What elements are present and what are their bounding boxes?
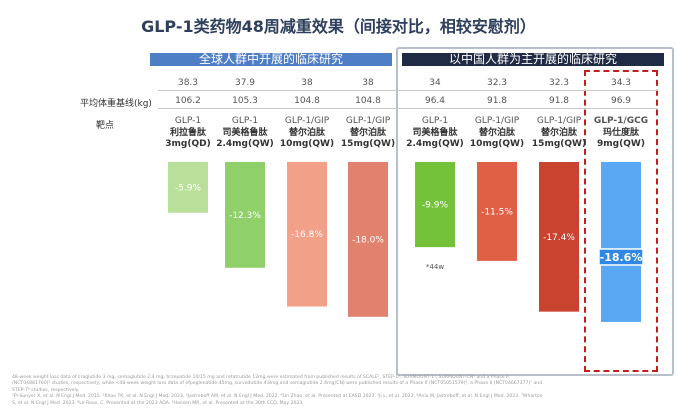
top-row-value: 32.3 (486, 78, 508, 88)
bar-value-label: -5.9% (175, 183, 202, 193)
highlight-frame (584, 70, 658, 372)
top-row-value: 38 (301, 78, 313, 88)
bar (477, 162, 517, 261)
bar (348, 162, 388, 317)
footnote: 48-week weight loss data of liraglutide … (12, 375, 543, 406)
drug-dose: 2.4mg(QW) (406, 139, 464, 149)
bar (415, 162, 455, 248)
drug-name: 替尔泊肽 (540, 128, 577, 138)
bar (168, 162, 208, 213)
target-label: 靶点 (96, 121, 115, 131)
drug-dose: 10mg(QW) (469, 139, 525, 149)
baseline-weight-label: 平均体重基线(kg) (80, 99, 152, 109)
drug-dose: 10mg(QW) (279, 139, 335, 149)
bar-value-label: -11.5% (481, 207, 513, 217)
table-divider (158, 108, 658, 109)
bar-value-label: -18.6% (600, 251, 643, 264)
drug-dose: 15mg(QW) (531, 139, 587, 149)
drug-label: 利拉鲁肽 3mg(QD) (156, 128, 220, 150)
drug-name: 替尔泊肽 (349, 128, 386, 138)
bar-value-label: -9.9% (422, 201, 449, 211)
value-badge (598, 248, 644, 266)
target-value: GLP-1 (231, 116, 259, 126)
drug-label: 替尔泊肽 15mg(QW) (336, 128, 400, 150)
target-value: GLP-1/GIP (345, 116, 391, 126)
drug-label: 玛仕度肽 9mg(QW) (589, 128, 653, 150)
duration-annotation: *44w (426, 263, 444, 271)
target-value: GLP-1/GIP (536, 116, 582, 126)
baseline-weight-value: 106.2 (175, 96, 201, 106)
drug-label: 替尔泊肽 10mg(QW) (275, 128, 339, 150)
table-divider (158, 90, 658, 91)
baseline-weight-value: 105.3 (232, 96, 258, 106)
drug-label: 替尔泊肽 15mg(QW) (527, 128, 591, 150)
drug-name: 司美格鲁肽 (412, 128, 458, 138)
baseline-weight-value: 104.8 (294, 96, 320, 106)
china-study-frame (396, 47, 674, 376)
bar-value-label: -16.8% (291, 230, 323, 240)
page-title: GLP-1类药物48周减重效果（间接对比，相较安慰剂） (141, 17, 536, 36)
top-row-value: 34.3 (610, 78, 632, 88)
bar (287, 162, 327, 307)
baseline-weight-value: 91.8 (486, 96, 508, 106)
drug-name: 玛仕度肽 (602, 128, 639, 138)
top-row-value: 37.9 (234, 78, 256, 88)
baseline-weight-value: 96.4 (424, 96, 446, 106)
drug-dose: 15mg(QW) (340, 139, 396, 149)
baseline-weight-value: 104.8 (355, 96, 381, 106)
bar-value-label: -18.0% (352, 235, 384, 245)
drug-name: 利拉鲁肽 (169, 128, 206, 138)
target-value: GLP-1/GCG (593, 116, 649, 126)
china-study-banner: 以中国人群为主开展的临床研究 (402, 53, 664, 66)
target-value: GLP-1/GIP (474, 116, 520, 126)
bar-value-label: -17.4% (543, 233, 575, 243)
drug-label: 司美格鲁肽 2.4mg(QW) (213, 128, 277, 150)
top-row-value: 38 (362, 78, 374, 88)
top-row-value: 38.3 (177, 78, 199, 88)
bar-value-label: -12.3% (229, 211, 261, 221)
top-row-value: 32.3 (548, 78, 570, 88)
target-value: GLP-1 (421, 116, 449, 126)
drug-label: 司美格鲁肽 2.4mg(QW) (403, 128, 467, 150)
bar (601, 162, 641, 322)
target-value: GLP-1/GIP (284, 116, 330, 126)
baseline-weight-value: 96.9 (610, 96, 632, 106)
bar (225, 162, 265, 268)
target-value: GLP-1 (174, 116, 202, 126)
bar (539, 162, 579, 312)
drug-label: 替尔泊肽 10mg(QW) (465, 128, 529, 150)
baseline-weight-value: 91.8 (548, 96, 570, 106)
global-study-banner: 全球人群中开展的临床研究 (150, 53, 392, 66)
drug-dose: 2.4mg(QW) (216, 139, 274, 149)
top-row-value: 34 (429, 78, 441, 88)
drug-dose: 3mg(QD) (165, 139, 211, 149)
drug-name: 替尔泊肽 (478, 128, 515, 138)
drug-name: 替尔泊肽 (288, 128, 325, 138)
drug-dose: 9mg(QW) (597, 139, 645, 149)
drug-name: 司美格鲁肽 (222, 128, 268, 138)
